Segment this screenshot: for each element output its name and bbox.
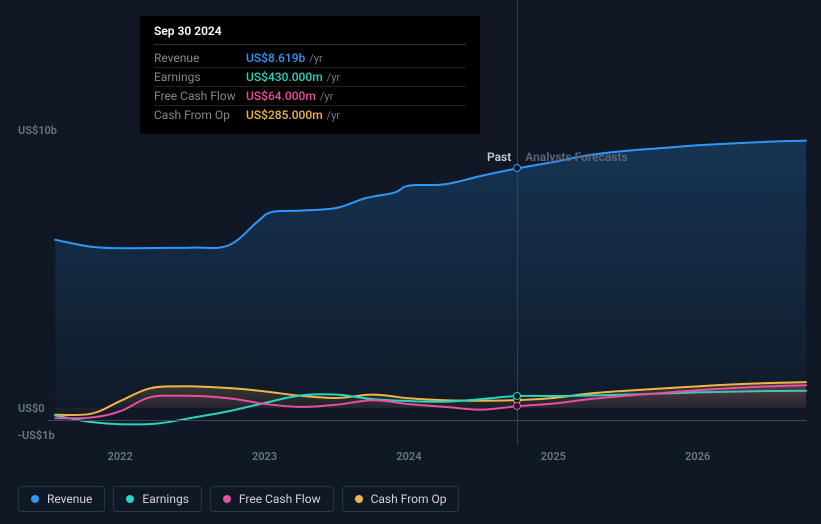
tooltip-metric-unit: /yr [327, 71, 340, 84]
fcf-marker [513, 402, 521, 410]
chart-legend: Revenue Earnings Free Cash Flow Cash From O… [18, 486, 459, 512]
tooltip-metric-value: US$64.000m [246, 89, 316, 103]
x-axis-label: 2025 [533, 450, 573, 463]
legend-item-fcf[interactable]: Free Cash Flow [210, 486, 334, 512]
earnings-marker [513, 392, 521, 400]
legend-item-cash_from_op[interactable]: Cash From Op [342, 486, 460, 512]
tooltip-metric-label: Earnings [154, 70, 246, 84]
legend-dot-icon [31, 495, 39, 503]
tooltip-metric-label: Cash From Op [154, 108, 246, 122]
legend-dot-icon [223, 495, 231, 503]
x-axis-label: 2022 [100, 450, 140, 463]
legend-dot-icon [355, 495, 363, 503]
chart-plot [48, 125, 806, 445]
legend-label: Cash From Op [371, 492, 447, 506]
legend-dot-icon [126, 495, 134, 503]
tooltip-metric-value: US$430.000m [246, 70, 323, 84]
tooltip-metric-unit: /yr [327, 109, 340, 122]
financial-chart[interactable]: US$10bUS$0-US$1b20222023202420252026Past… [18, 125, 806, 445]
forecast-section-label: Analysts Forecasts [525, 150, 627, 164]
legend-item-revenue[interactable]: Revenue [18, 486, 105, 512]
tooltip-metric-value: US$8.619b [246, 51, 305, 65]
legend-label: Free Cash Flow [239, 492, 321, 506]
zero-line [48, 420, 806, 421]
tooltip-metric-label: Free Cash Flow [154, 89, 246, 103]
tooltip-metric-value: US$285.000m [246, 108, 323, 122]
tooltip-row: RevenueUS$8.619b/yr [154, 49, 466, 68]
tooltip-metric-unit: /yr [309, 52, 322, 65]
legend-item-earnings[interactable]: Earnings [113, 486, 202, 512]
tooltip-row: EarningsUS$430.000m/yr [154, 68, 466, 87]
tooltip-metric-unit: /yr [320, 90, 333, 103]
legend-label: Revenue [47, 492, 92, 506]
legend-label: Earnings [142, 492, 189, 506]
x-axis-label: 2026 [678, 450, 718, 463]
tooltip-date: Sep 30 2024 [154, 24, 466, 45]
revenue-marker [513, 164, 521, 172]
tooltip-row: Free Cash FlowUS$64.000m/yr [154, 87, 466, 106]
chart-tooltip: Sep 30 2024 RevenueUS$8.619b/yrEarningsU… [140, 16, 480, 134]
revenue-area [55, 141, 806, 408]
tooltip-metric-label: Revenue [154, 51, 246, 65]
tooltip-rows: RevenueUS$8.619b/yrEarningsUS$430.000m/y… [154, 49, 466, 124]
tooltip-row: Cash From OpUS$285.000m/yr [154, 106, 466, 124]
y-axis-label: US$0 [18, 402, 45, 415]
y-axis-label: US$10b [18, 124, 57, 137]
x-axis-label: 2023 [245, 450, 285, 463]
x-axis-label: 2024 [389, 450, 429, 463]
y-axis-label: -US$1b [18, 429, 55, 442]
past-section-label: Past [487, 150, 511, 164]
past-forecast-divider [517, 0, 518, 445]
